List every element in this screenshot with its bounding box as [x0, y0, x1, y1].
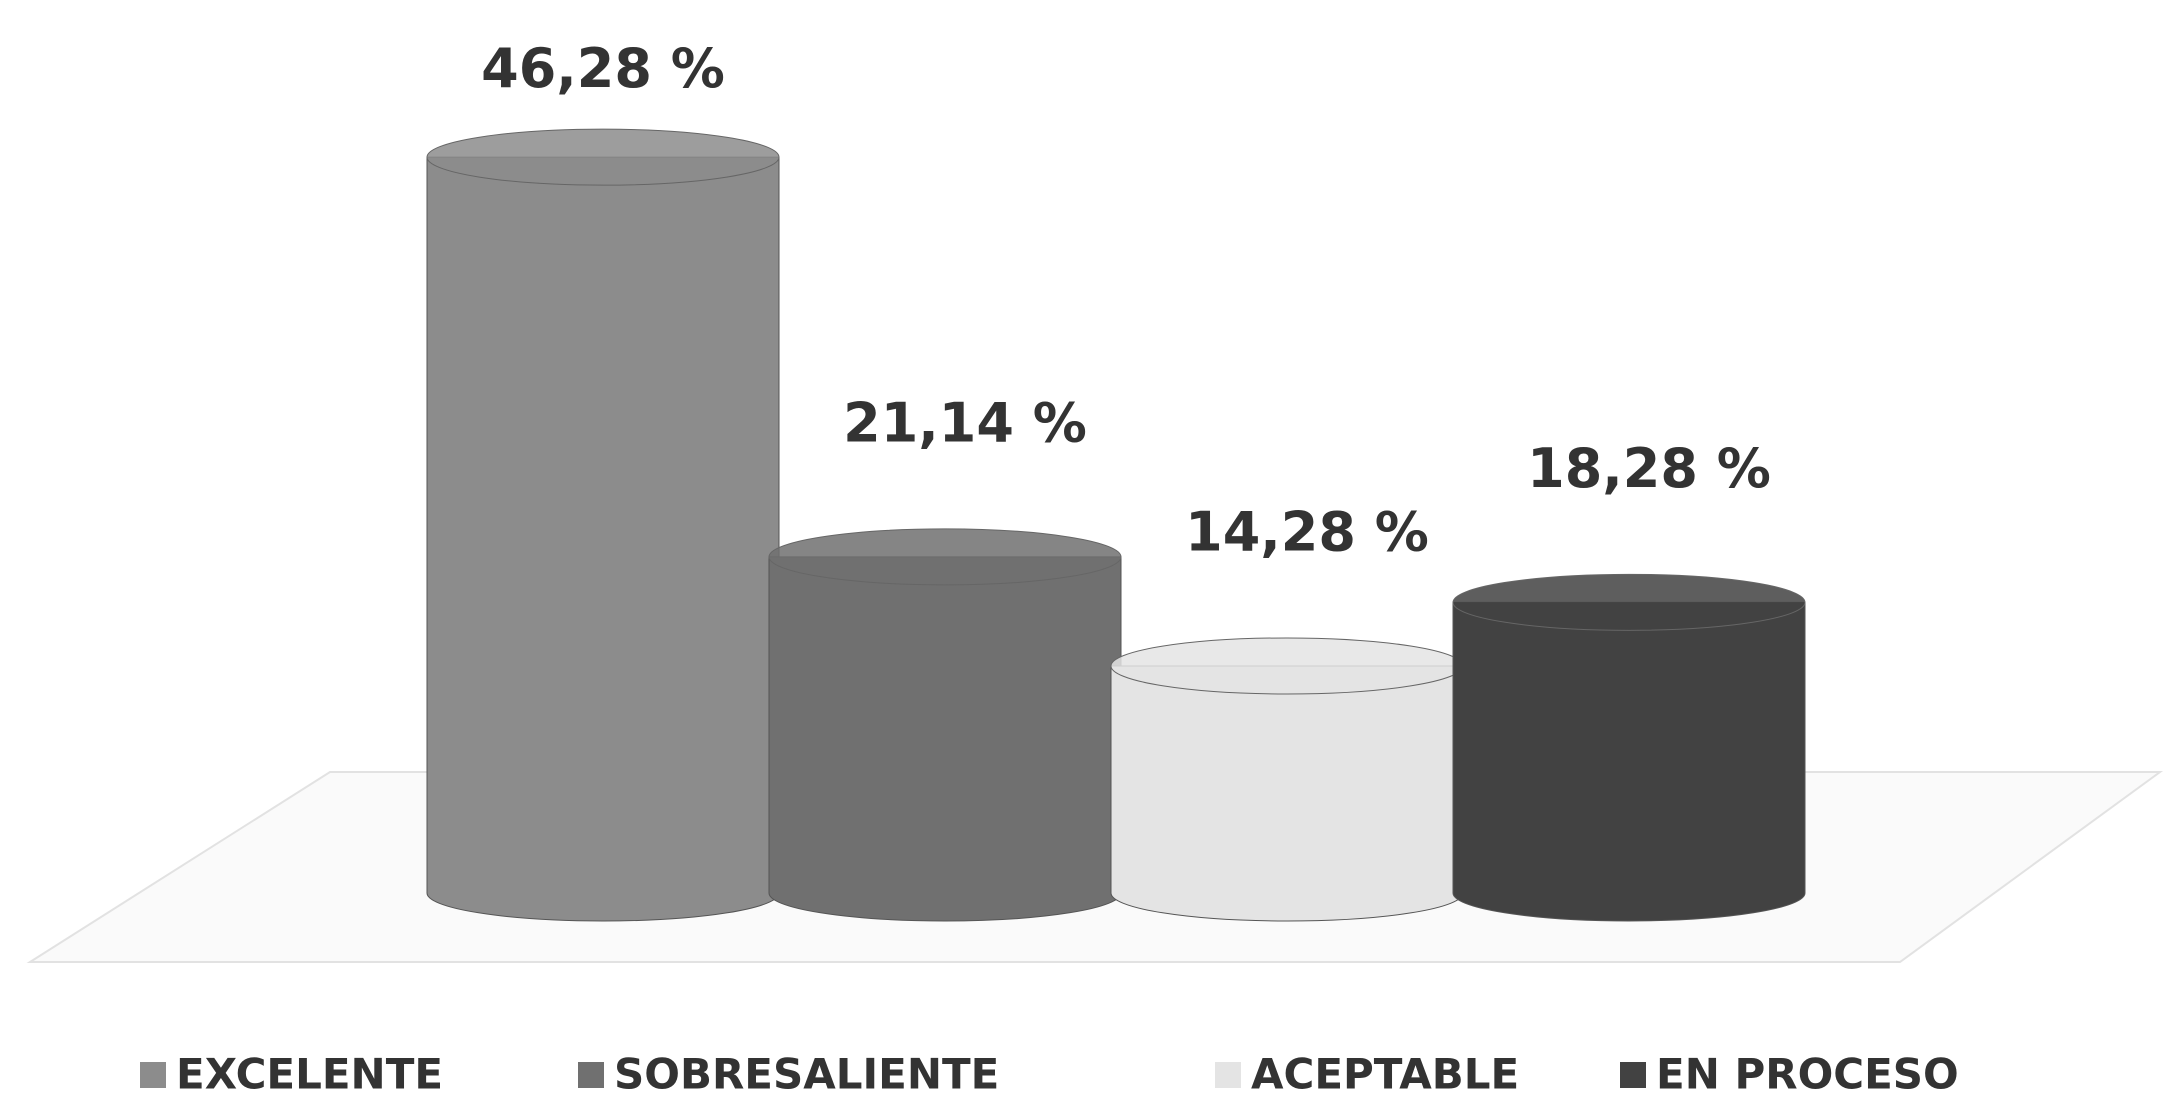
cylinder-top: [768, 528, 1122, 586]
legend-swatch: [578, 1062, 604, 1088]
cylinder: [1452, 601, 1806, 922]
legend-label: ACEPTABLE: [1251, 1050, 1519, 1099]
cylinder: [768, 556, 1122, 922]
legend-swatch: [1620, 1062, 1646, 1088]
legend-label: SOBRESALIENTE: [614, 1050, 999, 1099]
value-label: 14,28 %: [1185, 501, 1429, 564]
cylinder-top: [426, 128, 780, 186]
value-label: 18,28 %: [1527, 437, 1771, 500]
cylinder-top: [1452, 573, 1806, 631]
cylinder-top: [1110, 637, 1464, 695]
legend-label: EN PROCESO: [1656, 1050, 1959, 1099]
cylinder: [1110, 665, 1464, 922]
value-label: 46,28 %: [481, 37, 725, 100]
legend-label: EXCELENTE: [176, 1050, 443, 1099]
value-label: 21,14 %: [843, 392, 1087, 455]
legend-swatch: [1215, 1062, 1241, 1088]
cylinder: [426, 156, 780, 922]
legend-swatch: [140, 1062, 166, 1088]
